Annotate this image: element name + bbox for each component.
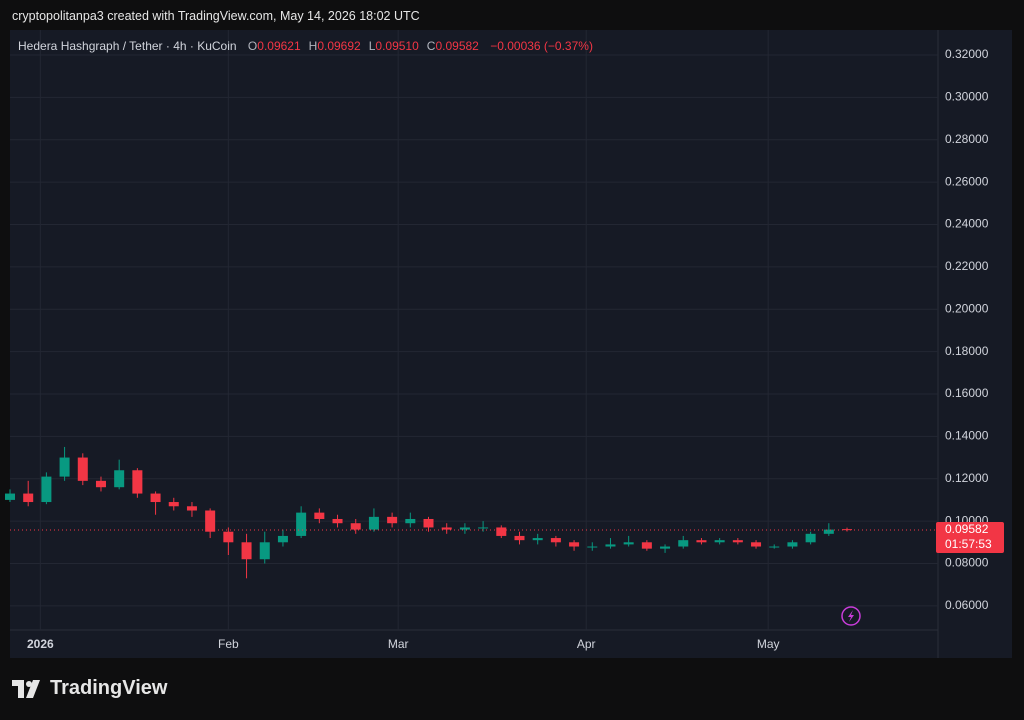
candle-body bbox=[205, 510, 216, 532]
header: cryptopolitanpa3 created with TradingVie… bbox=[12, 9, 420, 23]
candle-body bbox=[59, 457, 70, 477]
y-tick-label: 0.12000 bbox=[945, 471, 989, 485]
legend-value: 0.09510 bbox=[375, 39, 419, 53]
candle-body bbox=[41, 476, 52, 503]
legend-key: L bbox=[368, 39, 376, 53]
y-tick-label: 0.28000 bbox=[945, 132, 989, 146]
x-tick-label: Apr bbox=[577, 637, 596, 651]
legend-value: 0.09692 bbox=[317, 39, 361, 53]
price-badge-label: 0.09582 bbox=[945, 522, 989, 536]
y-tick-label: 0.26000 bbox=[945, 174, 989, 188]
legend: Hedera Hashgraph / Tether · 4h · KuCoin … bbox=[18, 39, 593, 53]
y-tick-label: 0.24000 bbox=[945, 217, 989, 231]
candle-body bbox=[587, 546, 598, 548]
y-tick-label: 0.30000 bbox=[945, 90, 989, 104]
candle-body bbox=[223, 531, 234, 543]
legend-key: C bbox=[426, 39, 436, 53]
legend-value: 0.09582 bbox=[435, 39, 479, 53]
y-tick-label: 0.32000 bbox=[945, 47, 989, 61]
candle-body bbox=[660, 546, 671, 549]
y-tick-label: 0.18000 bbox=[945, 344, 989, 358]
candle-body bbox=[423, 518, 434, 528]
y-tick-label: 0.14000 bbox=[945, 429, 989, 443]
candle-body bbox=[641, 542, 652, 549]
candle-body bbox=[405, 518, 416, 524]
candle-body bbox=[350, 523, 361, 530]
x-tick-label: Feb bbox=[218, 637, 239, 651]
y-tick-label: 0.20000 bbox=[945, 301, 989, 315]
legend-key: H bbox=[308, 39, 318, 53]
x-tick-label: 2026 bbox=[27, 637, 54, 651]
y-tick-label: 0.22000 bbox=[945, 259, 989, 273]
logo-mark bbox=[12, 679, 40, 698]
y-tick-label: 0.16000 bbox=[945, 386, 989, 400]
price-badge bbox=[936, 521, 1004, 553]
candle-body bbox=[842, 529, 853, 531]
candle-body bbox=[77, 457, 88, 481]
x-tick-label: May bbox=[757, 637, 780, 651]
alert-bolt[interactable] bbox=[848, 610, 854, 622]
candle-body bbox=[314, 512, 325, 519]
alert-icon[interactable] bbox=[841, 606, 861, 626]
candle-body bbox=[569, 542, 580, 547]
candle-body bbox=[714, 540, 725, 543]
candle-body bbox=[23, 493, 34, 503]
candle-body bbox=[805, 533, 816, 543]
candle-body bbox=[496, 527, 507, 536]
logo[interactable]: TradingView bbox=[12, 677, 167, 700]
candle-body bbox=[277, 535, 288, 543]
candle-body bbox=[769, 546, 780, 548]
candle-body bbox=[387, 516, 398, 524]
chart-panel bbox=[10, 30, 1012, 658]
candle-body bbox=[478, 527, 489, 529]
y-tick-label: 0.08000 bbox=[945, 556, 989, 570]
candle-body bbox=[514, 535, 525, 541]
x-tick-label: Mar bbox=[388, 637, 409, 651]
candle-body bbox=[296, 512, 307, 536]
candle-body bbox=[605, 544, 616, 547]
candle-body bbox=[150, 493, 161, 503]
legend-key: O bbox=[247, 39, 258, 53]
candle-body bbox=[186, 506, 197, 511]
candle-body bbox=[751, 542, 762, 547]
symbol: Hedera Hashgraph / Tether · 4h · KuCoin bbox=[18, 39, 237, 53]
candle-body bbox=[732, 540, 743, 543]
candle-body bbox=[696, 540, 707, 543]
alert-circle[interactable] bbox=[841, 606, 861, 626]
candle-body bbox=[787, 542, 798, 547]
candle-body bbox=[441, 527, 452, 530]
candle-body bbox=[241, 542, 252, 560]
candle-body bbox=[678, 540, 689, 547]
candle-body bbox=[332, 518, 343, 524]
candle-body bbox=[623, 542, 634, 545]
candle-body bbox=[132, 470, 143, 494]
candle-body bbox=[532, 538, 543, 541]
logo-text[interactable]: TradingView bbox=[50, 677, 168, 699]
countdown: 01:57:53 bbox=[945, 537, 992, 551]
candle-body bbox=[95, 480, 106, 488]
candle-body bbox=[368, 516, 379, 530]
legend-value: 0.09621 bbox=[257, 39, 301, 53]
candle-body bbox=[114, 470, 125, 488]
candle-body bbox=[459, 527, 470, 530]
candle-body bbox=[550, 538, 561, 543]
change: −0.00036 (−0.37%) bbox=[490, 39, 593, 53]
candle-body bbox=[823, 529, 834, 534]
candle-body bbox=[4, 493, 16, 500]
candle-body bbox=[168, 502, 179, 507]
candle-body bbox=[259, 542, 270, 560]
y-tick-label: 0.06000 bbox=[945, 598, 989, 612]
